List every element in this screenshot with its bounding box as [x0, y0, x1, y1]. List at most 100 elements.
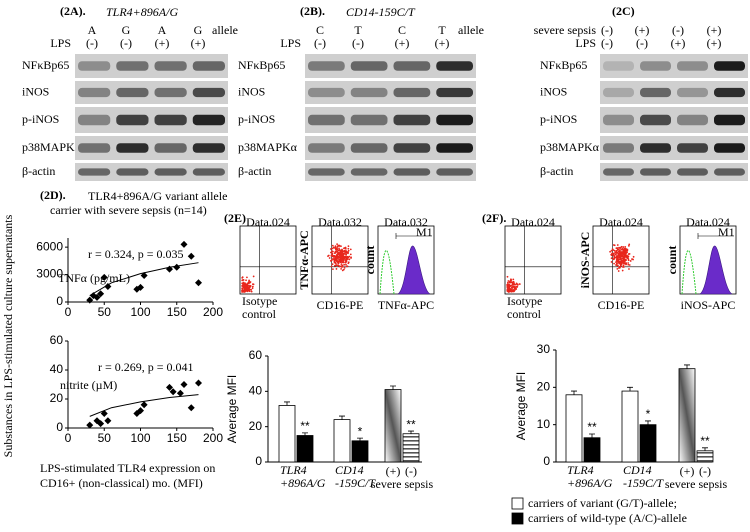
flow-event — [329, 259, 332, 262]
flow-event — [246, 284, 249, 286]
flow-event — [623, 258, 626, 261]
flow-event — [613, 255, 616, 258]
protein-label: p-iNOS — [238, 112, 275, 126]
blot-band — [714, 143, 745, 153]
flow-event — [613, 262, 615, 265]
row-end-label: allele — [212, 23, 238, 37]
flow-event — [338, 244, 341, 247]
flow-event — [249, 281, 252, 283]
flow-event — [510, 279, 513, 282]
lane-label: (+) — [435, 36, 450, 50]
flow-event — [617, 270, 620, 272]
flow-event — [514, 283, 517, 286]
flow-event — [342, 257, 345, 260]
blot-band — [350, 168, 388, 176]
panel-label: (2A). — [60, 4, 86, 18]
data-point — [97, 290, 105, 298]
panel-label: (2D). — [40, 188, 66, 202]
flow-event — [335, 263, 337, 265]
flow-event — [511, 281, 514, 284]
gate-label: M1 — [416, 225, 433, 239]
flow-y-label: iNOS-APC — [578, 232, 592, 289]
flow-event — [622, 246, 624, 248]
flow-x-label-part: control — [242, 307, 277, 321]
flow-tag: Data.024 — [511, 215, 555, 229]
flow-event — [348, 255, 351, 258]
stained-histogram — [396, 245, 431, 295]
blot-band — [640, 114, 671, 126]
flow-event — [612, 252, 615, 255]
y-tick-label: 20 — [50, 391, 64, 405]
flow-event — [242, 285, 245, 287]
flow-event — [507, 281, 509, 284]
lane-label: (+) — [395, 36, 410, 50]
flow-event — [342, 252, 345, 255]
flow-event — [242, 279, 244, 281]
protein-label: p38MAPKα — [238, 140, 298, 154]
flow-event — [341, 248, 343, 251]
flow-event — [335, 268, 338, 270]
flow-event — [625, 252, 627, 255]
protein-label: iNOS — [238, 84, 265, 98]
gene-label: CD14-159C/T — [346, 5, 416, 19]
data-point — [104, 417, 112, 425]
flow-event — [518, 283, 521, 285]
flow-event — [345, 250, 348, 253]
flow-event — [613, 249, 616, 252]
flow-event — [333, 257, 335, 259]
flow-event — [624, 259, 627, 262]
blot-band — [192, 61, 225, 71]
flow-event — [626, 249, 629, 252]
flow-event — [243, 291, 246, 293]
lane-label: (+) — [707, 23, 722, 37]
x-tick-label-part: CD14 — [335, 463, 367, 477]
lane-label: G — [194, 23, 203, 37]
error-bar — [627, 386, 633, 392]
flow-event — [629, 260, 632, 262]
data-point — [100, 273, 108, 281]
flow-event — [624, 262, 627, 265]
legend-swatch — [511, 497, 524, 510]
flow-event — [345, 256, 347, 259]
lane-label: (+) — [191, 36, 206, 50]
flow-event — [343, 250, 346, 253]
flow-event — [627, 262, 630, 264]
lane-label: (-) — [672, 23, 684, 37]
blot-band — [78, 87, 111, 98]
flow-event — [246, 276, 248, 279]
y-tick-label: 0 — [56, 294, 63, 308]
significance: ** — [406, 417, 416, 431]
y-tick-label: 3000 — [36, 267, 63, 281]
flow-tag: Data.032 — [384, 215, 428, 229]
flow-event — [329, 248, 332, 250]
flow-event — [513, 282, 515, 284]
blot-band — [154, 168, 187, 176]
flow-event — [347, 249, 350, 252]
flow-event — [627, 244, 630, 247]
flow-event — [252, 275, 255, 278]
flow-event — [241, 282, 244, 285]
flow-event — [618, 261, 621, 264]
stained-histogram — [698, 245, 733, 295]
lane-label: T — [354, 23, 362, 37]
blot-band — [640, 61, 671, 71]
data-point — [100, 410, 108, 417]
flow-event — [615, 247, 618, 250]
error-bar — [589, 433, 595, 438]
blot-band — [436, 168, 473, 176]
flow-event — [340, 266, 343, 268]
flow-event — [337, 253, 340, 256]
blot-strip — [305, 163, 476, 181]
flow-event — [512, 285, 514, 288]
x-tick-label: TLR4 +896A/G — [567, 463, 613, 490]
flow-event — [506, 275, 509, 278]
blot-band — [192, 114, 225, 126]
blot-band — [78, 61, 111, 71]
blot-strip — [305, 81, 476, 104]
blot-band — [714, 168, 745, 176]
flow-event — [339, 256, 341, 259]
blot-band — [714, 114, 745, 126]
lane-label: (+) — [671, 36, 686, 50]
bar — [351, 440, 369, 463]
flow-event — [251, 287, 254, 290]
